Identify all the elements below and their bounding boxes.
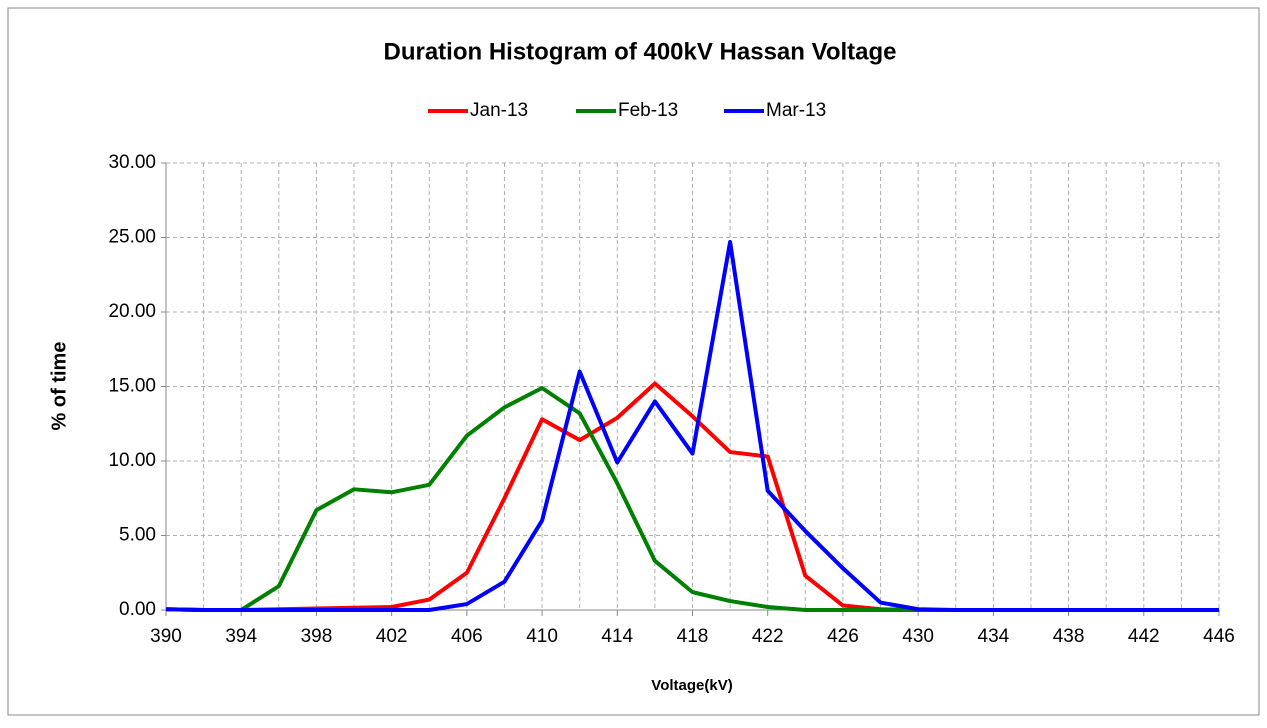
- x-tick-label: 398: [301, 626, 333, 647]
- x-tick-label: 414: [601, 626, 633, 647]
- x-tick-label: 422: [752, 626, 784, 647]
- chart-frame: [7, 7, 1260, 716]
- x-tick-label: 418: [677, 626, 709, 647]
- x-tick-label: 410: [526, 626, 558, 647]
- y-tick-label: 0.00: [119, 599, 156, 620]
- x-tick-label: 390: [150, 626, 182, 647]
- x-tick-label: 434: [978, 626, 1010, 647]
- legend-label: Feb-13: [618, 100, 678, 121]
- y-tick-label: 30.00: [108, 152, 156, 173]
- x-tick-label: 446: [1203, 626, 1235, 647]
- x-tick-label: 402: [376, 626, 408, 647]
- legend-label: Jan-13: [470, 100, 528, 121]
- x-axis-title: Voltage(kV): [651, 677, 732, 694]
- y-axis-title: % of time: [48, 342, 70, 431]
- series-line: [165, 239, 1219, 612]
- x-tick-label: 442: [1128, 626, 1160, 647]
- chart-title: Duration Histogram of 400kV Hassan Volta…: [383, 38, 896, 65]
- x-tick-label: 406: [451, 626, 483, 647]
- y-tick-label: 20.00: [108, 301, 156, 322]
- legend-label: Mar-13: [766, 100, 826, 121]
- y-tick-label: 25.00: [108, 227, 156, 248]
- y-tick-label: 10.00: [108, 450, 156, 471]
- y-tick-label: 5.00: [119, 525, 156, 546]
- x-tick-label: 394: [225, 626, 257, 647]
- y-tick-label: 15.00: [108, 376, 156, 397]
- x-tick-label: 430: [902, 626, 934, 647]
- x-tick-label: 438: [1053, 626, 1085, 647]
- x-tick-label: 426: [827, 626, 859, 647]
